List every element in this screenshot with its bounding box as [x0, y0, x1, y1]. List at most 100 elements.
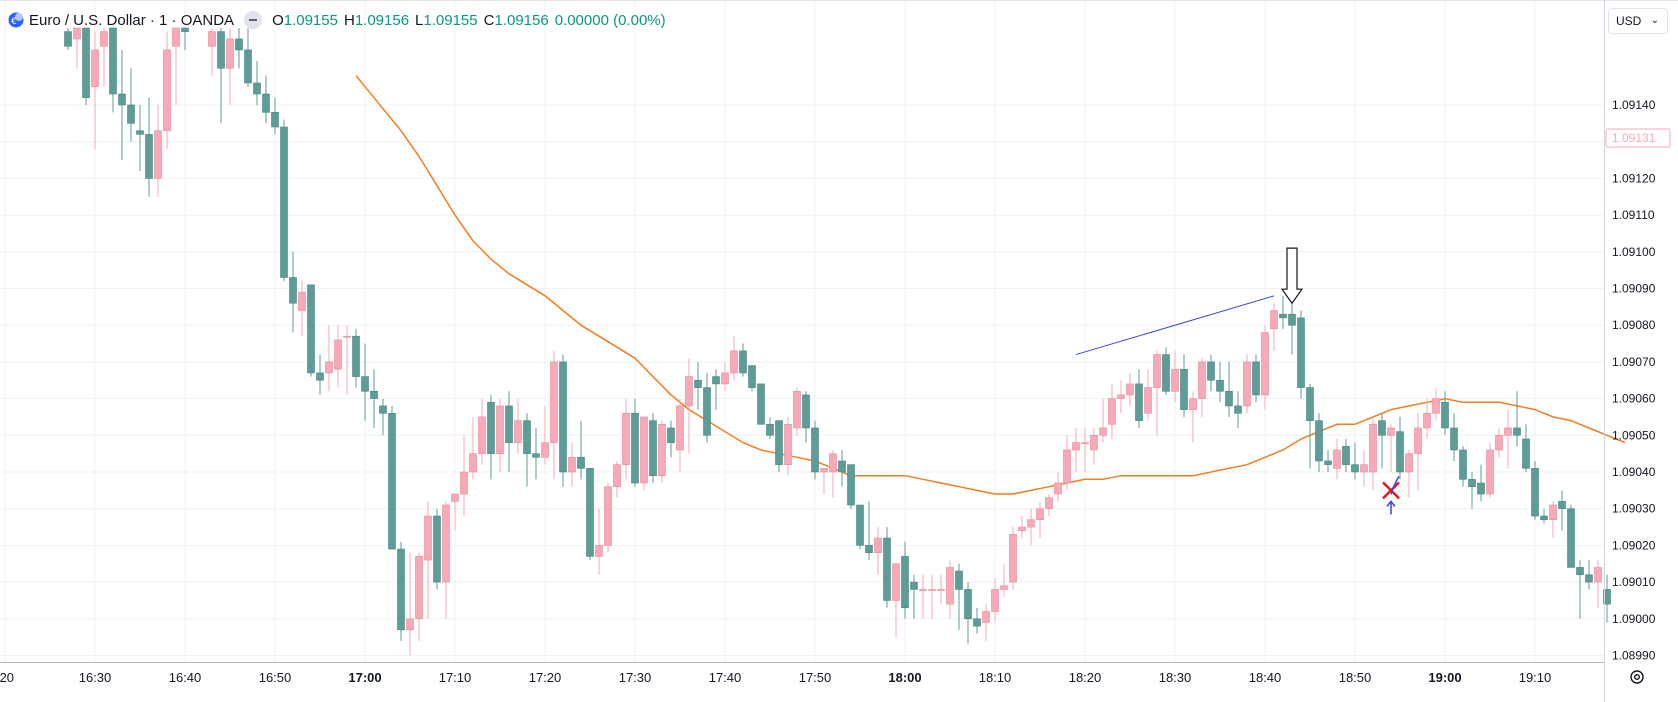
candle — [541, 405, 549, 465]
candle-body — [703, 387, 711, 436]
candle-body — [1000, 585, 1008, 590]
candle-body — [739, 350, 747, 374]
candle — [1342, 438, 1350, 472]
time-tick-label: 17:10 — [439, 670, 472, 685]
candle — [1450, 413, 1458, 461]
chart-grid — [0, 0, 1604, 662]
change-value: 0.00000 (0.00%) — [554, 11, 666, 29]
candle-body — [136, 130, 144, 135]
candle-body — [1099, 427, 1107, 436]
candle-body — [568, 457, 576, 473]
candle — [415, 552, 423, 641]
candle — [1387, 424, 1395, 472]
time-tick-label: 17:20 — [529, 670, 562, 685]
candle-body — [514, 420, 522, 443]
candle-body — [1468, 479, 1476, 487]
currency-selector[interactable]: USD ⌄ — [1608, 8, 1668, 34]
candle-body — [901, 556, 909, 609]
candle — [145, 97, 153, 197]
candle-body — [1153, 354, 1161, 388]
candle-body — [1225, 390, 1233, 407]
candle-body — [406, 618, 414, 631]
candle — [1234, 391, 1242, 428]
gear-icon[interactable] — [1628, 668, 1646, 686]
candle-body — [1441, 401, 1449, 429]
candle — [514, 398, 522, 454]
candle — [631, 398, 639, 487]
candle-body — [325, 361, 333, 374]
candle-body — [1162, 354, 1170, 392]
time-tick-label: 18:40 — [1249, 670, 1282, 685]
candle-body — [64, 31, 72, 47]
candle — [154, 105, 162, 197]
symbol-title[interactable]: Euro / U.S. Dollar · 1 · OANDA — [29, 11, 235, 29]
candle — [226, 28, 234, 105]
candle-body — [397, 548, 405, 631]
candle-body — [802, 394, 810, 429]
candle-body — [604, 486, 612, 546]
time-axis[interactable]: :20 16:30 16:40 16:50 17:00 17:10 17:20 17:30 17… — [0, 670, 1551, 685]
candle — [1027, 508, 1035, 546]
candle — [802, 391, 810, 443]
candle-body — [1081, 442, 1089, 444]
time-scale-divider — [0, 662, 1604, 663]
candle-body — [748, 365, 756, 388]
candle-body — [1342, 446, 1350, 465]
candle — [1018, 516, 1026, 539]
candle — [874, 527, 882, 575]
candle-body — [424, 515, 432, 561]
candle — [1585, 560, 1593, 590]
close-label: C — [483, 11, 495, 29]
candle-body — [964, 589, 972, 620]
candle-body — [1297, 317, 1305, 388]
price-axis[interactable]: 1.09140 1.09120 1.09110 1.09100 1.09090 1.090… — [1605, 98, 1671, 663]
candle — [1459, 446, 1467, 487]
candle-body — [433, 515, 441, 583]
candle — [469, 416, 477, 480]
candle-body — [1072, 442, 1080, 451]
candle — [1531, 460, 1539, 520]
candle — [1594, 560, 1602, 608]
candle-body — [109, 27, 117, 95]
candle-body — [1306, 387, 1314, 421]
candle-body — [280, 126, 288, 278]
price-tick-label: 1.09090 — [1612, 282, 1656, 296]
candle — [334, 325, 342, 388]
time-tick-label: 18:00 — [888, 670, 921, 685]
candle-body — [820, 468, 828, 473]
hide-series-icon[interactable] — [244, 11, 263, 29]
candle — [1180, 354, 1188, 417]
candle — [667, 420, 675, 458]
candle — [1009, 527, 1017, 590]
candle — [973, 607, 981, 634]
candle-body — [1243, 361, 1251, 407]
candle-body — [1144, 387, 1152, 414]
candle-body — [685, 376, 693, 407]
candle-body — [874, 537, 882, 554]
candle-body — [478, 416, 486, 454]
price-tick-label: 1.09080 — [1612, 318, 1656, 332]
candle — [1162, 347, 1170, 395]
candle-body — [1333, 449, 1341, 469]
candle — [883, 527, 891, 608]
candle-body — [1207, 361, 1215, 381]
candle — [730, 336, 738, 381]
candle-body — [145, 134, 153, 179]
candle — [1360, 449, 1368, 487]
price-tick-label: 1.09110 — [1612, 208, 1655, 222]
candle-body — [253, 82, 261, 95]
candle — [1270, 303, 1278, 351]
candle-body — [217, 31, 225, 69]
candle-body — [1315, 420, 1323, 462]
price-tick-label: 1.09030 — [1612, 502, 1656, 516]
candle-body — [1360, 464, 1368, 473]
candle-body — [1216, 379, 1224, 392]
candle — [739, 343, 747, 377]
candle — [649, 413, 657, 484]
candle — [1414, 413, 1422, 491]
price-tick-label: 1.09020 — [1612, 538, 1656, 552]
candle-body — [370, 390, 378, 399]
candle — [289, 251, 297, 333]
candle-body — [505, 405, 513, 443]
